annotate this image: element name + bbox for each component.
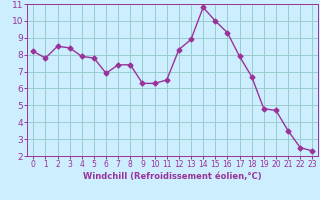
X-axis label: Windchill (Refroidissement éolien,°C): Windchill (Refroidissement éolien,°C) bbox=[84, 172, 262, 181]
